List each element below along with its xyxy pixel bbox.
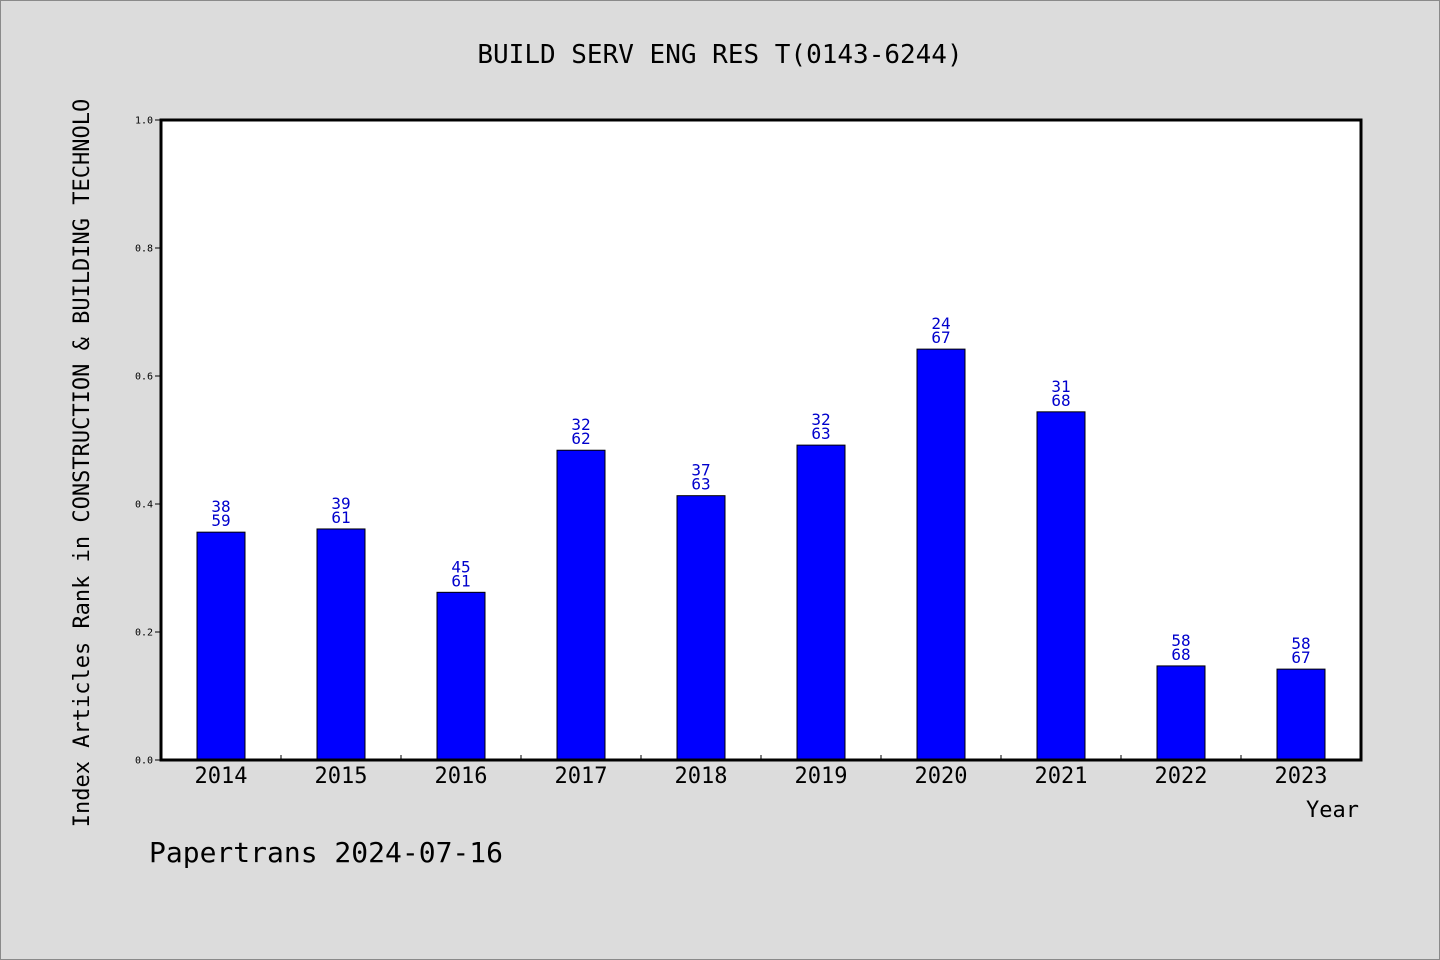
footer-text: Papertrans 2024-07-16	[149, 836, 503, 869]
x-tick-label: 2022	[1155, 764, 1208, 789]
bar-total-label: 62	[571, 429, 590, 448]
bar-2014	[196, 531, 246, 761]
bar-rank-label: 32	[811, 410, 830, 429]
bar-2022	[1156, 665, 1206, 761]
bar-2023	[1276, 668, 1326, 761]
bar-rank-label: 58	[1171, 631, 1190, 650]
bar-2019	[796, 444, 846, 761]
y-tick-label: 0.6	[135, 372, 153, 383]
bar-rank-label: 58	[1291, 634, 1310, 653]
bar-rank-label: 38	[211, 497, 230, 516]
x-tick-label: 2017	[555, 764, 608, 789]
bar-total-label: 59	[211, 511, 230, 530]
x-tick-label: 2016	[435, 764, 488, 789]
bar-rank-label: 32	[571, 415, 590, 434]
bar-rank-label: 24	[931, 314, 950, 333]
x-tick-label: 2019	[795, 764, 848, 789]
bar-2015	[316, 528, 366, 761]
bar-total-label: 67	[931, 328, 950, 347]
bar-total-label: 61	[331, 508, 350, 527]
y-tick-label: 0.4	[135, 500, 153, 511]
bar-rank-label: 45	[451, 557, 470, 576]
bar-2020	[916, 348, 966, 761]
x-tick-label: 2014	[195, 764, 248, 789]
bar-total-label: 67	[1291, 648, 1310, 667]
y-tick-label: 0.2	[135, 628, 153, 639]
bar-total-label: 61	[451, 571, 470, 590]
x-tick-label: 2018	[675, 764, 728, 789]
plot-frame	[159, 118, 1363, 762]
x-tick-label: 2023	[1275, 764, 1328, 789]
x-axis-label: Year	[1306, 798, 1359, 823]
y-tick-label: 1.0	[135, 116, 153, 127]
bar-rank-label: 37	[691, 461, 710, 480]
chart-title: BUILD SERV ENG RES T(0143-6244)	[477, 40, 962, 70]
y-tick-label: 0.0	[135, 756, 153, 767]
bar-rank-label: 31	[1051, 377, 1070, 396]
bar-2018	[676, 495, 726, 761]
bar-2016	[436, 591, 486, 761]
x-tick-label: 2021	[1035, 764, 1088, 789]
x-tick-label: 2020	[915, 764, 968, 789]
bar-2017	[556, 449, 606, 761]
y-axis-label: Index Articles Rank in CONSTRUCTION & BU…	[70, 99, 95, 827]
y-tick-label: 0.8	[135, 244, 153, 255]
bar-rank-label: 39	[331, 494, 350, 513]
bar-total-label: 63	[691, 475, 710, 494]
bar-total-label: 68	[1171, 645, 1190, 664]
bar-2021	[1036, 411, 1086, 761]
bar-total-label: 68	[1051, 391, 1070, 410]
x-tick-label: 2015	[315, 764, 368, 789]
chart-marks: 0.00.20.40.60.81.03859201439612015456120…	[135, 116, 1328, 790]
bar-total-label: 63	[811, 424, 830, 443]
